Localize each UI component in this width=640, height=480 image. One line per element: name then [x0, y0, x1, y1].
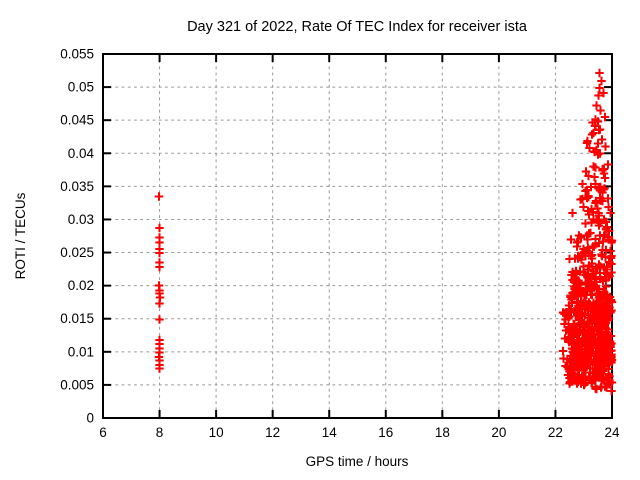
y-tick-label: 0.05 [68, 80, 94, 95]
x-tick-labels: 6 8 10 12 14 16 18 20 22 24 [99, 425, 620, 440]
y-tick-label: 0.005 [60, 377, 94, 392]
x-tick-label: 8 [156, 425, 164, 440]
x-tick-label: 16 [378, 425, 393, 440]
x-tick-label: 18 [435, 425, 450, 440]
roti-points-path [154, 68, 617, 396]
y-tick-label: 0.025 [60, 245, 94, 260]
y-axis-label: ROTI / TECUs [13, 192, 28, 279]
x-tick-label: 24 [604, 425, 620, 440]
y-tick-label: 0.03 [68, 212, 94, 227]
x-tick-label: 14 [322, 425, 338, 440]
y-tick-label: 0.04 [68, 146, 95, 161]
gridlines [103, 54, 612, 418]
chart-title: Day 321 of 2022, Rate Of TEC Index for r… [187, 19, 528, 35]
y-tick-label: 0.01 [68, 344, 94, 359]
y-tick-label: 0.015 [60, 311, 94, 326]
y-tick-label: 0 [86, 411, 94, 426]
y-tick-label: 0.035 [60, 179, 94, 194]
x-tick-label: 20 [491, 425, 506, 440]
x-axis-label: GPS time / hours [306, 454, 409, 469]
x-tick-label: 10 [209, 425, 224, 440]
y-tick-label: 0.02 [68, 278, 94, 293]
y-tick-label: 0.055 [60, 47, 94, 62]
y-tick-label: 0.045 [60, 113, 94, 128]
x-tick-label: 22 [548, 425, 563, 440]
x-tick-label: 12 [265, 425, 280, 440]
y-tick-labels: 0 0.005 0.01 0.015 0.02 0.025 0.03 0.035 0.04 0.0… [60, 47, 94, 426]
x-tick-label: 6 [99, 425, 107, 440]
data-points [154, 68, 617, 396]
